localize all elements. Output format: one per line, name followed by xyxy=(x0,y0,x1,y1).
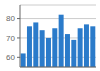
svg-text:80: 80 xyxy=(8,14,16,23)
svg-text:60: 60 xyxy=(8,53,16,62)
svg-text:70: 70 xyxy=(8,34,16,43)
